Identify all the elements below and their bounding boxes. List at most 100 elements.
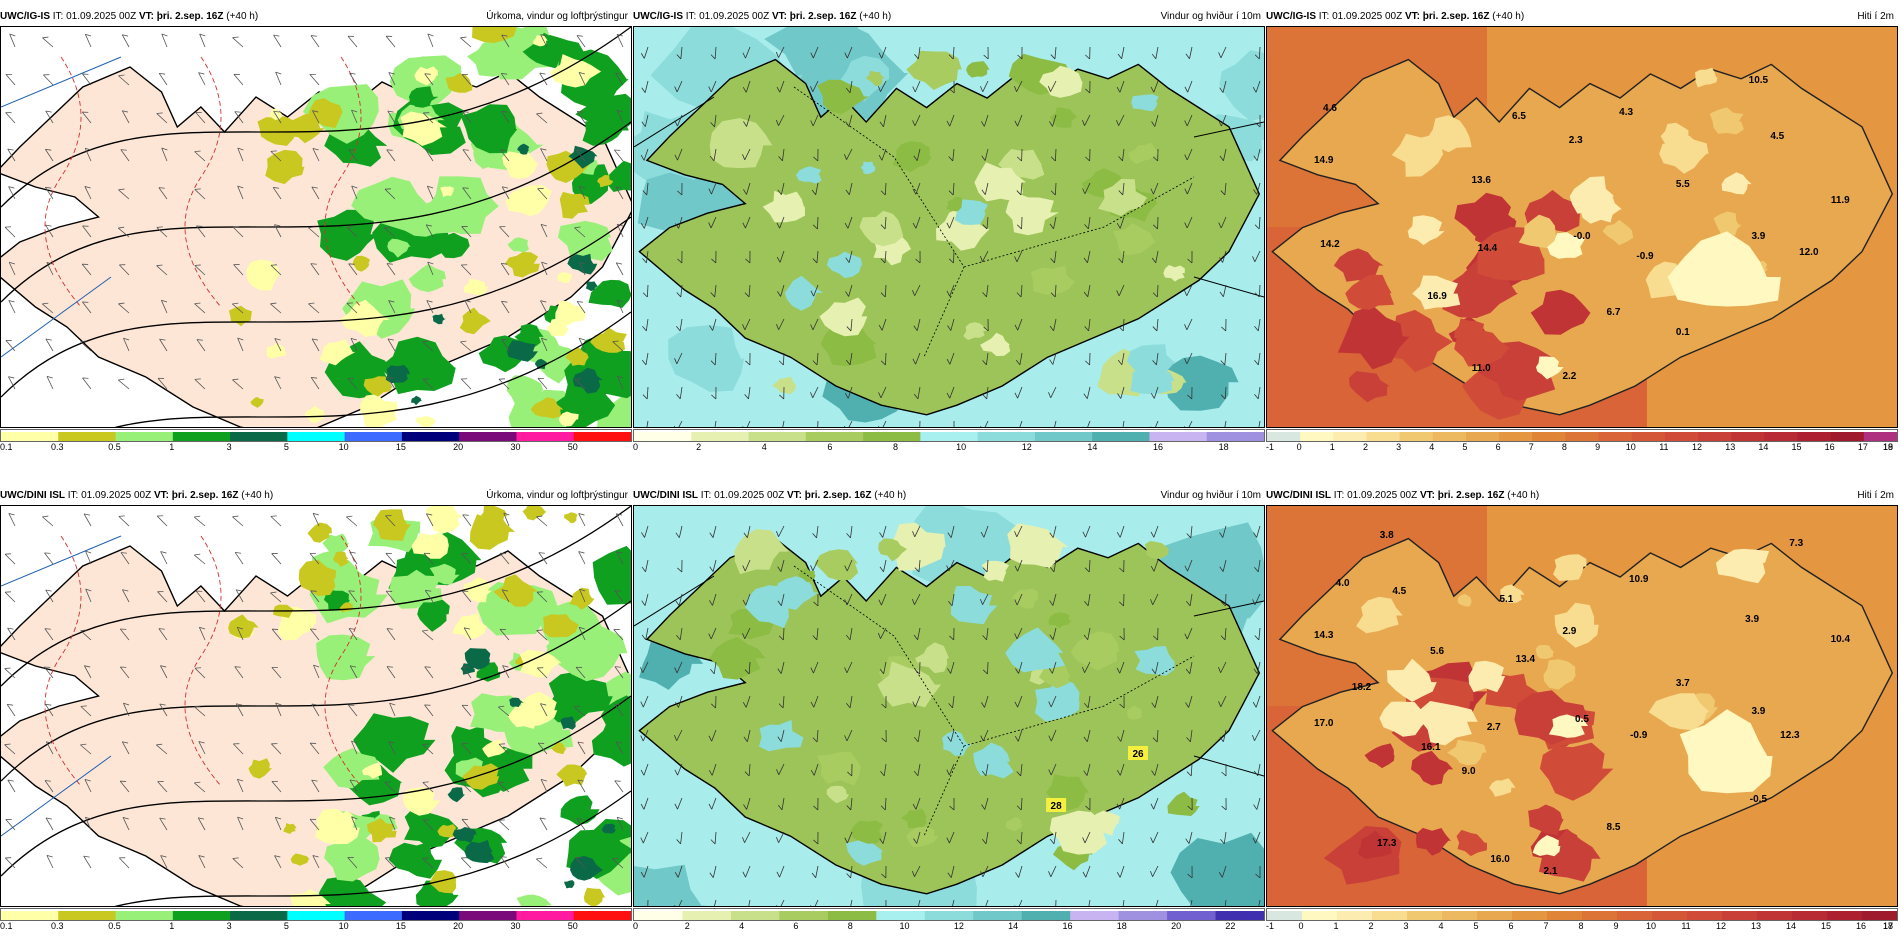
wind-barb: [461, 743, 472, 755]
wind-barb: [578, 551, 586, 565]
wind-barb: [776, 831, 785, 843]
colorbar-svg: [634, 432, 1264, 441]
wind-barb: [1014, 250, 1023, 263]
wind-barb: [156, 226, 168, 238]
map-area: 26 28: [633, 505, 1265, 907]
wind-barb: [1049, 627, 1057, 640]
wind-barb: [1224, 899, 1227, 906]
valid-time-value: þri. 2.sep. 16Z: [156, 11, 224, 22]
map-panel-temp: UWC/IG-IS IT: 01.09.2025 00Z VT: þri. 2.…: [1266, 10, 1898, 454]
colorbar-segment: [1797, 432, 1832, 441]
wind-barb: [1219, 525, 1227, 538]
wind-barb: [1190, 899, 1193, 906]
colorbar-tick: 10: [338, 921, 349, 931]
colorbar-segment: [1687, 911, 1723, 920]
colorbar-segment: [1477, 911, 1513, 920]
colorbar-tick: 17: [1882, 921, 1894, 931]
wind-barb: [646, 420, 649, 427]
wind-barb: [194, 188, 206, 200]
wind-barb: [612, 340, 624, 352]
wind-barb: [947, 729, 955, 742]
precip-area: [228, 305, 252, 327]
wind-barb: [424, 666, 434, 679]
wind-barb: [271, 743, 282, 755]
wind-barb: [845, 284, 853, 297]
wind-barb: [273, 110, 282, 124]
wind-barb: [878, 318, 887, 331]
wind-speed-area: [966, 61, 990, 78]
wind-barb: [461, 73, 472, 86]
gust-marker-bg: [1128, 746, 1148, 760]
wind-barb: [422, 340, 434, 352]
colorbar-segment: [863, 432, 921, 441]
wind-barb: [309, 742, 320, 755]
colorbar-tick: 30: [510, 442, 521, 452]
wind-barb: [232, 226, 244, 238]
colorbar-tick: 10: [1625, 442, 1636, 452]
colorbar-tick: 8: [1578, 921, 1584, 931]
temperature-area: [1530, 289, 1591, 335]
temperature-area: [1659, 132, 1709, 174]
wind-barb: [616, 223, 624, 238]
colorbar-tick: 6: [793, 921, 799, 931]
precip-area: [323, 748, 381, 789]
wind-barb: [1119, 627, 1125, 641]
colorbar-segment: [1731, 432, 1765, 441]
wind-barb: [1187, 386, 1193, 400]
wind-barb: [776, 216, 785, 229]
colorbar-segment: [1300, 432, 1334, 441]
wind-barb: [536, 629, 548, 641]
wind-barb: [536, 112, 548, 124]
temperature-value: 2.3: [1569, 135, 1583, 146]
wind-barb: [1185, 695, 1193, 708]
precip-area: [429, 870, 457, 894]
wind-barb: [812, 627, 819, 641]
wind-barb: [159, 338, 168, 352]
colorbar-segment: [1652, 911, 1688, 920]
wind-barb: [578, 71, 586, 86]
wind-barb: [540, 148, 548, 162]
wind-barb: [1184, 352, 1193, 365]
temperature-value: 4.0: [1336, 578, 1350, 589]
wind-barb: [351, 109, 358, 124]
wind-barb: [157, 781, 168, 793]
wind-speed-area: [1170, 832, 1264, 906]
wind-barb: [946, 284, 955, 297]
wind-barb: [387, 110, 396, 124]
graticule: [1, 535, 122, 587]
temperature-value: 10.4: [1831, 634, 1851, 645]
wind-barb: [274, 376, 282, 390]
wind-barb: [1116, 763, 1125, 776]
colorbar-segment: [459, 911, 517, 920]
wind-barb: [123, 702, 130, 717]
graticule: [1, 276, 112, 358]
wind-barb: [273, 34, 282, 48]
wind-barb: [642, 182, 649, 196]
temperature-area: [1419, 701, 1478, 746]
precip-area: [459, 307, 491, 335]
wind-barb: [817, 420, 819, 427]
colorbar-segment: [1582, 911, 1618, 920]
wind-barb: [310, 263, 320, 276]
wind-barb: [232, 36, 244, 48]
temperature-area: [1428, 115, 1472, 153]
precip-area: [248, 758, 272, 779]
wind-barb: [1083, 250, 1091, 263]
wind-barb: [879, 831, 887, 844]
wind-barb: [948, 182, 955, 196]
wind-barb: [981, 695, 989, 708]
wind-speed-area: [819, 297, 868, 337]
colorbar-tick: 1: [1329, 442, 1335, 452]
colorbar-tick: 6: [1495, 442, 1501, 452]
wind-barb: [744, 661, 751, 675]
wind-barb: [912, 114, 921, 127]
wind-barb: [1085, 352, 1091, 366]
wind-speed-area: [634, 864, 706, 906]
temperature-area: [1580, 194, 1622, 224]
wind-barb: [1184, 114, 1193, 127]
map-area: [0, 505, 632, 907]
wind-barb: [7, 779, 16, 793]
precip-area: [606, 160, 631, 192]
wind-barb: [85, 588, 92, 603]
temperature-value: 8.5: [1607, 822, 1621, 833]
